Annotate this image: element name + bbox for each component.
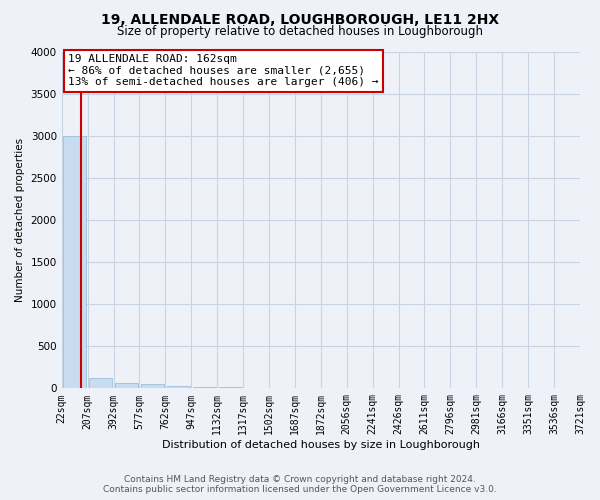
Bar	[89, 378, 112, 388]
X-axis label: Distribution of detached houses by size in Loughborough: Distribution of detached houses by size …	[162, 440, 480, 450]
Text: 19, ALLENDALE ROAD, LOUGHBOROUGH, LE11 2HX: 19, ALLENDALE ROAD, LOUGHBOROUGH, LE11 2…	[101, 12, 499, 26]
Bar	[63, 136, 86, 388]
Y-axis label: Number of detached properties: Number of detached properties	[15, 138, 25, 302]
Text: Contains HM Land Registry data © Crown copyright and database right 2024.
Contai: Contains HM Land Registry data © Crown c…	[103, 474, 497, 494]
Bar	[141, 384, 164, 388]
Bar	[193, 387, 215, 388]
Bar	[115, 382, 138, 388]
Text: Size of property relative to detached houses in Loughborough: Size of property relative to detached ho…	[117, 25, 483, 38]
Text: 19 ALLENDALE ROAD: 162sqm
← 86% of detached houses are smaller (2,655)
13% of se: 19 ALLENDALE ROAD: 162sqm ← 86% of detac…	[68, 54, 379, 87]
Bar	[167, 386, 190, 388]
